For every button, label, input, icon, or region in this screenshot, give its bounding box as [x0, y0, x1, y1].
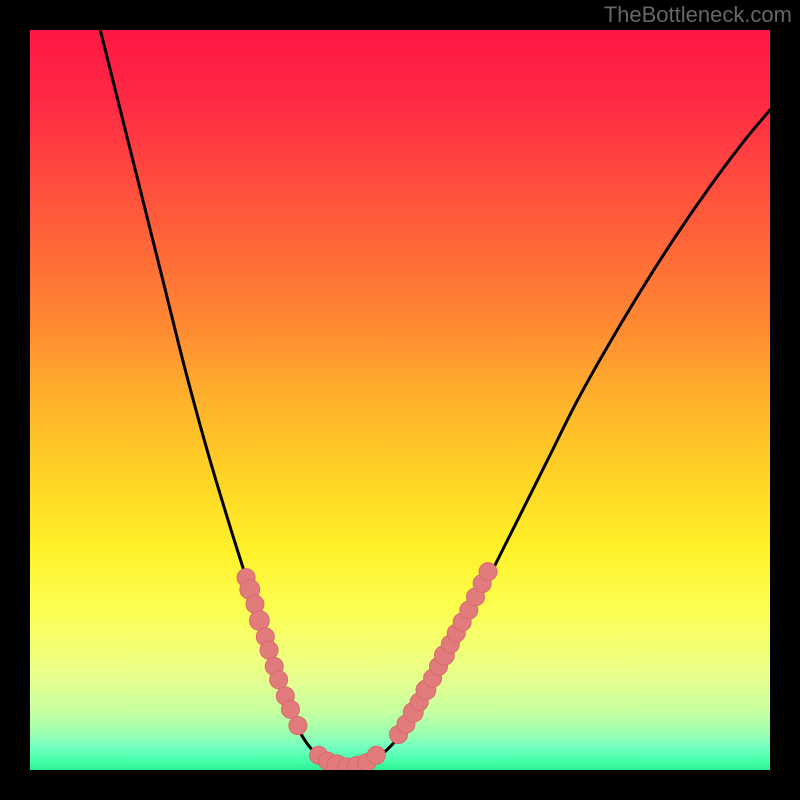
- chart-container: TheBottleneck.com: [0, 0, 800, 800]
- plot-area: [30, 30, 770, 770]
- bottleneck-curve-layer: [30, 30, 770, 770]
- data-point-marker: [367, 746, 385, 764]
- data-point-markers: [237, 563, 497, 770]
- data-point-marker: [270, 671, 288, 689]
- data-point-marker: [281, 700, 299, 718]
- watermark-text: TheBottleneck.com: [604, 2, 792, 28]
- data-point-marker: [289, 717, 307, 735]
- data-point-marker: [479, 563, 497, 581]
- data-point-marker: [260, 641, 278, 659]
